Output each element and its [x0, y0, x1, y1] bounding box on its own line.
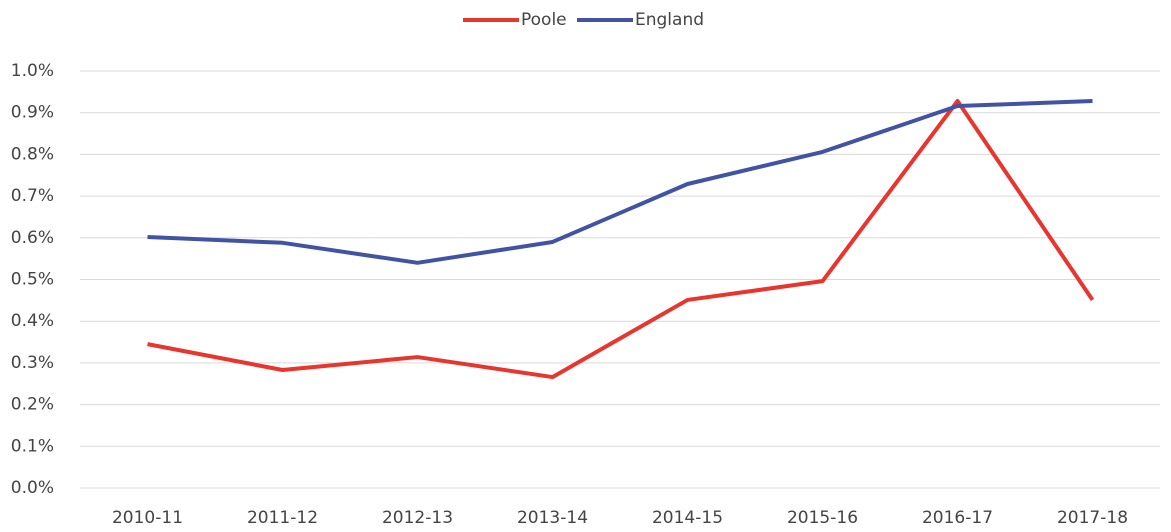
x-tick-label: 2017-18 — [1057, 508, 1128, 528]
x-tick-label: 2014-15 — [652, 508, 723, 528]
x-tick-label: 2010-11 — [112, 508, 183, 528]
y-tick-label: 0.4% — [11, 311, 54, 331]
x-tick-label: 2015-16 — [787, 508, 858, 528]
y-tick-label: 0.9% — [11, 103, 54, 123]
y-tick-label: 0.2% — [11, 395, 54, 415]
line-series — [147, 99, 1093, 265]
y-tick-label: 0.3% — [11, 353, 54, 373]
legend-label: Poole — [521, 10, 567, 30]
x-tick-label: 2011-12 — [247, 508, 318, 528]
x-tick-label: 2012-13 — [382, 508, 453, 528]
line-series — [147, 99, 1095, 380]
y-tick-label: 0.8% — [11, 144, 54, 164]
y-tick-label: 0.5% — [11, 270, 54, 290]
x-tick-label: 2016-17 — [922, 508, 993, 528]
x-tick-label: 2013-14 — [517, 508, 588, 528]
y-tick-label: 0.7% — [11, 186, 54, 206]
y-tick-label: 0.0% — [11, 478, 54, 498]
y-tick-label: 1.0% — [11, 61, 54, 81]
legend-label: England — [635, 10, 704, 30]
y-tick-label: 0.1% — [11, 436, 54, 456]
y-tick-label: 0.6% — [11, 228, 54, 248]
